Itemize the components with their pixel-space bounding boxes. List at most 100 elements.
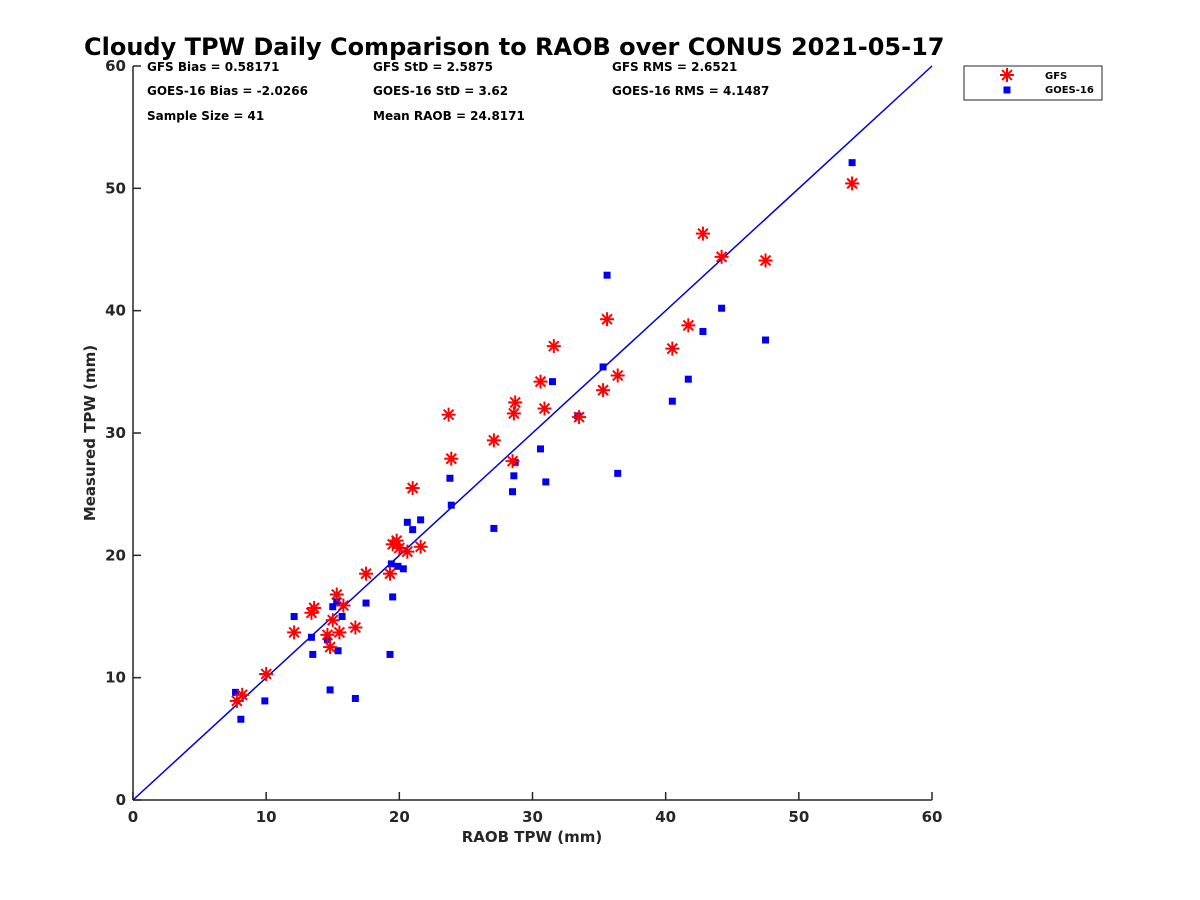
gfs-point — [320, 627, 335, 642]
gfs-point — [329, 587, 344, 602]
gfs-point — [714, 249, 729, 264]
x-tick-label: 40 — [655, 808, 676, 826]
gfs-point — [259, 666, 274, 681]
goes16-point — [848, 159, 856, 167]
stat-gfs-rms: GFS RMS = 2.6521 — [612, 60, 737, 74]
gfs-point — [323, 640, 338, 655]
gfs-point — [596, 383, 611, 398]
gfs-point — [486, 433, 501, 448]
x-tick-label: 10 — [256, 808, 277, 826]
y-tick-label: 0 — [116, 791, 126, 809]
goes16-point — [232, 688, 240, 696]
y-tick-label: 50 — [105, 179, 126, 197]
x-ticks: 0 10 20 30 40 50 60 — [128, 792, 943, 826]
legend: GFS GOES-16 — [963, 65, 1103, 101]
goes16-point — [417, 516, 425, 524]
gfs-point — [681, 318, 696, 333]
gfs-point — [505, 454, 520, 469]
goes16-point — [309, 650, 317, 658]
gfs-point — [287, 625, 302, 640]
y-tick-label: 30 — [105, 424, 126, 442]
goes16-point — [548, 378, 556, 386]
goes16-point — [614, 469, 622, 477]
goes16-point — [362, 599, 370, 607]
legend-box — [963, 65, 1103, 101]
goes16-point — [762, 336, 770, 344]
gfs-point — [359, 566, 374, 581]
gfs-point — [695, 226, 710, 241]
goes16-point — [409, 526, 417, 534]
gfs-point — [405, 481, 420, 496]
one-to-one-line — [132, 65, 933, 801]
legend-goes16-label: GOES-16 — [1045, 85, 1094, 96]
stat-goes-std: GOES-16 StD = 3.62 — [373, 84, 508, 98]
stat-sample-size: Sample Size = 41 — [147, 109, 264, 123]
goes16-point — [237, 715, 245, 723]
x-tick-label: 20 — [389, 808, 410, 826]
gfs-point — [665, 341, 680, 356]
gfs-point — [413, 539, 428, 554]
gfs-point — [307, 600, 322, 615]
gfs-point — [600, 312, 615, 327]
gfs-point — [537, 401, 552, 416]
gfs-point — [610, 368, 625, 383]
goes16-point — [261, 697, 269, 705]
goes16-point — [351, 694, 359, 702]
legend-gfs-asterisk — [1000, 68, 1014, 82]
x-tick-label: 30 — [522, 808, 543, 826]
legend-goes16-square — [1003, 86, 1011, 94]
goes16-point — [403, 518, 411, 526]
goes16-point — [399, 565, 407, 573]
goes16-point — [599, 363, 607, 371]
y-tick-label: 40 — [105, 302, 126, 320]
legend-goes16-marker — [1003, 86, 1011, 94]
gfs-point — [758, 253, 773, 268]
gfs-point — [506, 406, 521, 421]
y-ticks: 0 10 20 30 40 50 60 — [105, 57, 141, 809]
goes16-point — [446, 474, 454, 482]
gfs-point — [572, 410, 587, 425]
goes16-point — [699, 327, 707, 335]
gfs-point — [533, 374, 548, 389]
goes16-point — [447, 501, 455, 509]
goes16-point — [329, 603, 337, 611]
goes16-point — [509, 488, 517, 496]
y-tick-label: 10 — [105, 669, 126, 687]
goes16-point — [307, 633, 315, 641]
goes16-point — [536, 445, 544, 453]
gfs-point — [441, 407, 456, 422]
gfs-point — [508, 395, 523, 410]
stat-goes-bias: GOES-16 Bias = -2.0266 — [147, 84, 308, 98]
goes16-point — [668, 397, 676, 405]
goes16-point — [511, 458, 519, 466]
legend-gfs-label: GFS — [1045, 71, 1067, 82]
gfs-point — [332, 625, 347, 640]
y-tick-label: 60 — [105, 57, 126, 75]
stat-mean-raob: Mean RAOB = 24.8171 — [373, 109, 525, 123]
goes16-point — [326, 686, 334, 694]
goes16-point — [290, 613, 298, 620]
goes16-point — [394, 562, 402, 570]
series-gfs — [229, 176, 860, 708]
y-tick-label: 20 — [105, 546, 126, 564]
y-axis-label: Measured TPW (mm) — [81, 345, 99, 521]
stats-block: GFS Bias = 0.58171 GFS StD = 2.5875 GFS … — [147, 60, 769, 123]
x-tick-label: 60 — [922, 808, 943, 826]
gfs-point — [325, 613, 340, 628]
goes16-point — [333, 598, 341, 606]
gfs-point — [546, 339, 561, 354]
legend-gfs-marker — [1000, 68, 1014, 82]
x-axis-label: RAOB TPW (mm) — [462, 828, 603, 846]
chart-title: Cloudy TPW Daily Comparison to RAOB over… — [84, 33, 944, 61]
goes16-point — [718, 304, 726, 312]
gfs-point — [400, 544, 415, 559]
goes16-point — [386, 650, 394, 658]
goes16-point — [684, 375, 692, 383]
gfs-point — [348, 620, 363, 635]
goes16-point — [490, 524, 498, 532]
goes16-point — [510, 472, 518, 480]
stat-goes-rms: GOES-16 RMS = 4.1487 — [612, 84, 769, 98]
stat-gfs-bias: GFS Bias = 0.58171 — [147, 60, 279, 74]
goes16-point — [603, 271, 611, 279]
